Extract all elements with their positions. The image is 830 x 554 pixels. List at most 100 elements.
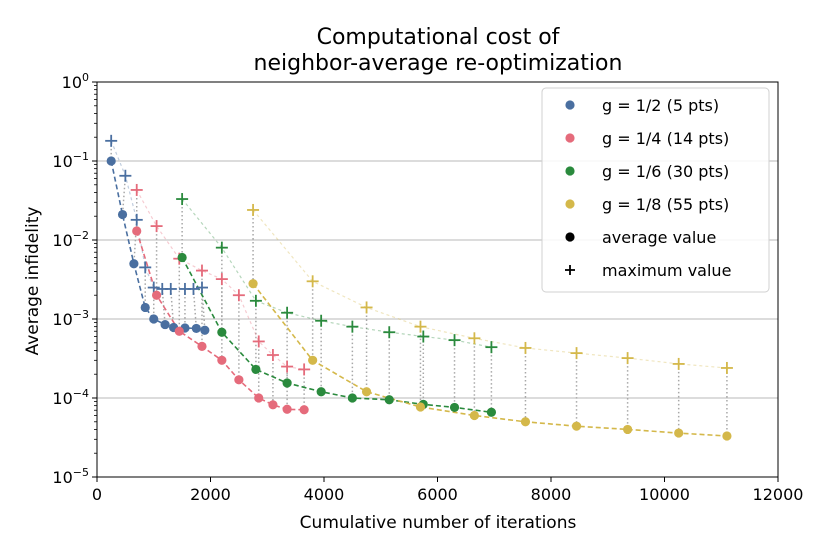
- avg-point-s2-6: [384, 395, 394, 405]
- connector-s0-1: [121, 175, 127, 215]
- x-tick-label-5: 10000: [639, 485, 690, 504]
- avg-point-s1-0: [132, 226, 142, 236]
- legend-box: [541, 87, 770, 293]
- connector-s0-2: [133, 219, 138, 264]
- max-point-s1-7: [266, 349, 279, 362]
- legend-label-maximum: maximum value: [602, 261, 731, 280]
- max-point-s3-7: [621, 352, 634, 365]
- avg-point-s0-9: [200, 325, 210, 335]
- max-point-s3-3: [414, 320, 427, 333]
- avg-point-s1-2: [174, 326, 184, 336]
- x-axis-ticks: 0 2000 4000 6000 8000 10000 12000: [92, 477, 803, 504]
- max-line-s2: [181, 198, 492, 348]
- avg-point-s2-4: [316, 387, 326, 397]
- avg-point-s2-8: [449, 402, 460, 413]
- connector-s0-8: [192, 288, 198, 329]
- chart-title-line-1: Computational cost of: [317, 25, 561, 50]
- avg-point-s0-5: [160, 319, 170, 330]
- avg-point-s3-0: [248, 279, 258, 289]
- max-point-s1-5: [232, 289, 245, 302]
- max-point-s0-6: [164, 282, 177, 295]
- max-point-s3-8: [672, 357, 685, 370]
- max-point-s2-3: [281, 306, 294, 319]
- x-tick-label-1: 2000: [190, 485, 231, 504]
- legend-label-2: g = 1/6 (30 pts): [602, 162, 729, 181]
- avg-point-s0-4: [149, 314, 159, 324]
- legend-label-1: g = 1/4 (14 pts): [602, 129, 729, 148]
- y-tick-exponent-0: 0: [82, 71, 89, 84]
- max-point-s1-9: [298, 363, 311, 376]
- y-axis-ticks: 100 10−1 10−2 10−3 10−4 10−5: [52, 71, 97, 487]
- y-tick-exponent-4: −4: [73, 387, 89, 400]
- avg-point-s1-9: [299, 405, 309, 415]
- series-lines: [110, 140, 727, 437]
- avg-line-s2: [181, 257, 492, 414]
- y-tick-exponent-1: −1: [73, 150, 89, 163]
- avg-line-s3: [252, 283, 727, 437]
- max-point-s1-1: [150, 220, 163, 233]
- max-point-s2-8: [448, 334, 461, 347]
- max-point-s0-3: [139, 261, 152, 274]
- avg-point-s1-6: [254, 393, 264, 403]
- legend-label-3: g = 1/8 (55 pts): [602, 195, 729, 214]
- avg-point-s3-3: [415, 402, 426, 412]
- legend-marker-average: [565, 232, 575, 242]
- avg-point-s1-3: [197, 341, 207, 351]
- legend-marker-2: [565, 166, 575, 176]
- max-point-s0-8: [187, 282, 200, 295]
- avg-point-s3-1: [308, 355, 318, 365]
- avg-point-s0-2: [129, 259, 139, 269]
- avg-max-connectors: [110, 140, 728, 437]
- y-tick-label-3: 10−3: [52, 308, 89, 329]
- y-tick-label-2: 10−2: [52, 229, 89, 250]
- max-point-s3-9: [720, 361, 733, 374]
- avg-point-s2-0: [177, 252, 187, 263]
- y-tick-exponent-3: −3: [73, 308, 89, 321]
- avg-point-s2-3: [282, 378, 292, 388]
- max-point-s3-0: [247, 203, 260, 216]
- max-point-s2-2: [249, 294, 262, 307]
- y-tick-exponent-5: −5: [73, 466, 89, 479]
- x-tick-label-4: 8000: [531, 485, 572, 504]
- max-point-s3-2: [360, 301, 373, 314]
- legend-marker-1: [565, 133, 575, 143]
- max-point-s2-7: [417, 330, 430, 343]
- avg-point-s3-9: [722, 431, 732, 441]
- y-tick-label-5: 10−5: [52, 466, 89, 487]
- max-point-s3-6: [570, 347, 583, 360]
- avg-point-s0-3: [140, 302, 150, 313]
- max-point-s2-4: [315, 314, 328, 327]
- avg-point-s3-6: [571, 421, 582, 431]
- max-line-s3: [252, 209, 727, 369]
- max-point-s3-1: [306, 275, 319, 288]
- y-tick-exponent-2: −2: [73, 229, 89, 242]
- legend-label-0: g = 1/2 (5 pts): [602, 96, 719, 115]
- x-axis-label: Cumulative number of iterations: [300, 513, 577, 533]
- y-tick-label-0: 100: [62, 71, 89, 92]
- max-point-s2-9: [485, 341, 498, 354]
- max-point-s0-1: [119, 169, 132, 182]
- legend-marker-0: [565, 100, 575, 110]
- max-point-s0-2: [130, 213, 143, 226]
- x-tick-label-2: 4000: [304, 485, 345, 504]
- avg-point-s2-9: [486, 407, 497, 417]
- chart-title: Computational cost of neighbor-average r…: [254, 25, 623, 76]
- avg-point-s3-8: [674, 428, 684, 438]
- max-point-s1-6: [252, 335, 265, 348]
- avg-point-s1-7: [268, 400, 278, 410]
- chart-title-line-2: neighbor-average re-optimization: [254, 51, 623, 76]
- legend-marker-maximum: [565, 265, 575, 275]
- series-markers: [105, 134, 733, 441]
- avg-line-s1: [135, 230, 305, 411]
- x-tick-label-0: 0: [92, 485, 102, 504]
- max-point-s3-5: [519, 341, 532, 354]
- max-point-s1-3: [195, 264, 208, 277]
- legend-label-average: average value: [602, 228, 716, 247]
- max-point-s1-0: [130, 183, 143, 196]
- avg-point-s3-7: [623, 424, 633, 435]
- avg-point-s1-4: [217, 355, 227, 365]
- max-point-s1-4: [215, 273, 228, 286]
- avg-point-s1-8: [282, 404, 292, 414]
- max-point-s2-0: [176, 193, 189, 206]
- avg-line-s0: [110, 160, 205, 332]
